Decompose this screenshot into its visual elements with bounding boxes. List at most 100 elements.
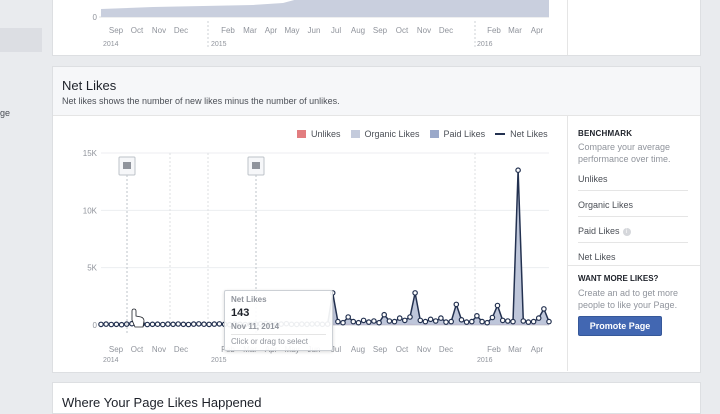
legend-organic-label: Organic Likes (364, 129, 420, 139)
net-likes-point (432, 318, 439, 324)
y-tick-label: 5K (87, 264, 97, 273)
tooltip-separator (231, 334, 326, 335)
net-likes-point (546, 318, 552, 325)
sidebar-partial-label[interactable]: ge (0, 108, 11, 118)
net-likes-point (170, 321, 176, 328)
net-likes-point (504, 318, 511, 324)
net-likes-header: Net Likes Net likes shows the number of … (53, 67, 700, 116)
net-likes-point (530, 318, 537, 325)
net-likes-point (371, 318, 377, 324)
benchmark-paid-likes[interactable]: Paid Likes i (578, 222, 688, 243)
promote-desc: Create an ad to get more people to like … (578, 288, 679, 310)
net-likes-point (535, 315, 542, 321)
tooltip-date: Nov 11, 2014 (231, 322, 280, 331)
net-likes-point (149, 321, 156, 328)
net-likes-point (391, 318, 398, 325)
legend-paid-label: Paid Likes (443, 129, 486, 139)
tooltip-hint: Click or drag to select (231, 337, 308, 346)
top-month-label: Oct (396, 26, 409, 35)
net-likes-point (340, 319, 346, 326)
legend-organic-likes[interactable]: Organic Likes (350, 129, 420, 139)
net-likes-point (376, 319, 382, 326)
net-likes-point (458, 317, 465, 323)
net-likes-card: Net Likes Net likes shows the number of … (52, 66, 701, 373)
legend-paid-likes[interactable]: Paid Likes (429, 129, 486, 139)
net-likes-point (541, 306, 547, 312)
net-likes-point (206, 321, 212, 328)
benchmark-net-likes[interactable]: Net Likes (578, 252, 616, 262)
net-likes-point (494, 302, 501, 309)
net-likes-point (453, 301, 460, 308)
top-month-label: Oct (131, 26, 144, 35)
benchmark-panel: BENCHMARK Compare your average performan… (578, 129, 688, 268)
y-tick-label: 15K (83, 149, 98, 158)
top-year-labels: 2014 2015 2016 (103, 41, 493, 48)
net-likes-point (165, 321, 171, 327)
location-card-title: Where Your Page Likes Happened (62, 395, 262, 410)
top-month-label: Mar (243, 26, 257, 35)
info-icon[interactable]: i (622, 227, 631, 236)
legend-net-likes[interactable]: Net Likes (495, 129, 548, 139)
net-likes-point (335, 318, 341, 325)
net-likes-point (412, 290, 418, 296)
x-tick-label: Sep (373, 345, 388, 354)
net-likes-point (196, 321, 202, 327)
year-labels: 2014 2015 2016 (103, 357, 493, 364)
top-month-label: Mar (508, 26, 522, 35)
x-tick-label: Sep (109, 345, 124, 354)
top-month-label: Apr (265, 26, 278, 35)
top-month-label: Feb (221, 26, 235, 35)
net-likes-point (180, 321, 187, 328)
cursor-hand-icon (131, 308, 145, 328)
benchmark-unlikes[interactable]: Unlikes (578, 170, 688, 191)
x-tick-label: Mar (508, 345, 522, 354)
net-likes-point (381, 311, 388, 318)
top-month-label: Nov (417, 26, 431, 35)
top-year-label: 2015 (211, 41, 227, 48)
net-likes-point (468, 318, 475, 325)
legend-unlikes-label: Unlikes (311, 129, 341, 139)
net-likes-point (427, 316, 434, 323)
net-likes-point (463, 319, 470, 325)
net-likes-subtitle: Net likes shows the number of new likes … (62, 96, 340, 106)
net-likes-point (160, 321, 166, 328)
net-likes-point (185, 321, 192, 328)
y-tick-labels: 0 5K 10K 15K (83, 149, 98, 330)
y-tick-label: 0 (93, 321, 98, 330)
benchmark-organic-likes[interactable]: Organic Likes (578, 196, 688, 217)
net-likes-point (108, 321, 115, 328)
tooltip-label: Net Likes (231, 295, 267, 304)
x-tick-label: Oct (131, 345, 144, 354)
x-tick-label: Dec (174, 345, 188, 354)
sidebar-active-item[interactable] (0, 28, 42, 52)
legend-unlikes[interactable]: Unlikes (297, 129, 341, 139)
net-likes-point (479, 318, 485, 325)
x-tick-label: Apr (531, 345, 544, 354)
net-likes-point (211, 321, 218, 327)
top-month-label: Jun (308, 26, 321, 35)
year-label: 2016 (477, 357, 493, 364)
y-tick-label: 10K (83, 206, 98, 215)
promote-page-button[interactable]: Promote Page (578, 316, 662, 336)
x-tick-label: Aug (351, 345, 365, 354)
x-tick-label: Nov (417, 345, 431, 354)
promote-title: WANT MORE LIKES? (578, 274, 659, 283)
page-likes-location-card: Where Your Page Likes Happened (52, 382, 701, 414)
annotation-marker-1[interactable] (118, 156, 136, 335)
top-y-zero: 0 (93, 13, 98, 22)
top-month-label: Dec (439, 26, 453, 35)
net-likes-point (103, 321, 109, 327)
net-likes-point (525, 319, 532, 325)
chart-side-divider (567, 115, 568, 371)
top-month-label: Sep (373, 26, 388, 35)
top-chart: 0 Sep Oct Nov Dec Feb Mar Apr May Jun Jul Aug Sep Oc… (93, 0, 549, 49)
paid-swatch (429, 130, 439, 138)
top-month-label: Nov (152, 26, 166, 35)
net-likes-point (201, 321, 207, 328)
net-likes-point (386, 318, 393, 324)
net-likes-point (190, 321, 197, 327)
top-month-label: Feb (487, 26, 501, 35)
chart-tooltip: Net Likes 143 Nov 11, 2014 Click or drag… (224, 290, 333, 351)
net-likes-point (438, 315, 444, 321)
top-month-labels: Sep Oct Nov Dec Feb Mar Apr May Jun Jul Aug Sep Oct N… (109, 26, 544, 35)
